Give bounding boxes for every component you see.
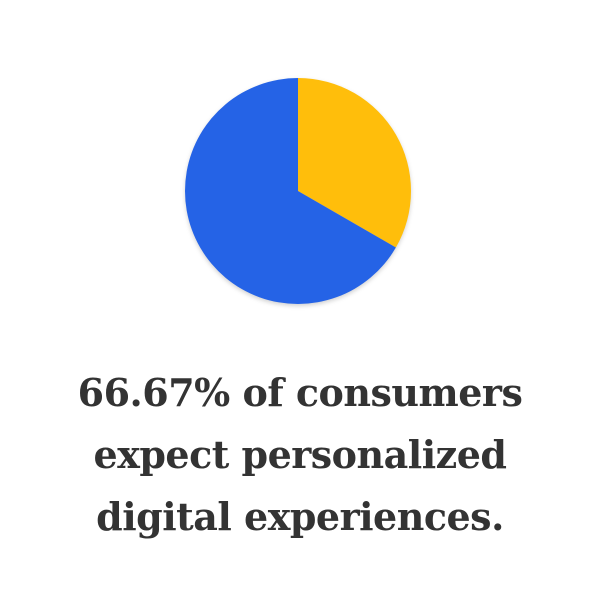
caption-line-3: digital experiences. [96, 494, 504, 539]
pie-slice-1 [298, 78, 412, 248]
pie-chart [182, 75, 414, 307]
caption-line-1: 66.67% of consumers [77, 370, 523, 415]
caption-text: 66.67% of consumers expect personalized … [0, 362, 600, 548]
pie-chart-svg [185, 78, 412, 304]
caption-line-2: expect personalized [93, 432, 507, 477]
pie-slice-2 [185, 78, 396, 304]
